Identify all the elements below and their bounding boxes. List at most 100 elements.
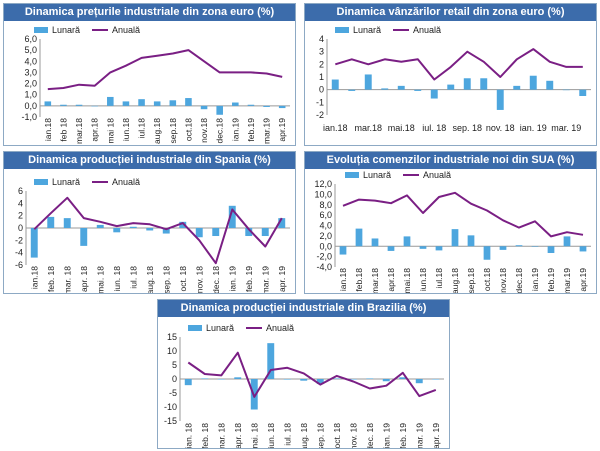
x-tick-label: ian.18: [29, 266, 39, 289]
line-anuala: [335, 48, 583, 81]
bar-lunara: [153, 101, 161, 106]
bar-lunara: [216, 105, 223, 115]
y-tick-label: 6: [18, 186, 23, 196]
bar-lunara: [217, 379, 225, 380]
y-tick-label: 2: [319, 59, 324, 69]
bar-lunara: [563, 236, 571, 247]
x-tick-label: mai.18: [388, 123, 415, 133]
x-tick-label: aug. 18: [299, 423, 309, 448]
chart-panel-eu-ppi: Dinamica prețurile industriale din zona …: [3, 3, 296, 146]
x-tick-label: feb.19: [246, 118, 256, 142]
line-anuala: [33, 196, 283, 265]
x-tick-label: feb 18: [58, 118, 68, 142]
bar-lunara: [169, 100, 177, 106]
bar-lunara: [75, 104, 83, 106]
line-anuala: [47, 49, 283, 91]
x-tick-label: mai 18: [105, 118, 115, 144]
y-tick-label: 8,0: [319, 200, 332, 210]
bar-lunara: [397, 85, 405, 90]
x-tick-label: apr. 19: [431, 423, 441, 448]
x-tick-label: apr.19: [277, 118, 287, 142]
bar-lunara: [129, 226, 137, 228]
bar-lunara: [531, 246, 539, 247]
chart-title: Dinamica producției industriale din Braz…: [158, 300, 449, 317]
x-tick-label: aug.18: [450, 268, 460, 293]
y-tick-label: 3,0: [24, 67, 37, 77]
bar-lunara: [432, 379, 440, 380]
x-tick-label: iul. 18: [128, 266, 138, 289]
bar-lunara: [212, 228, 220, 237]
y-tick-label: 4,0: [24, 56, 37, 66]
bar-lunara: [138, 99, 145, 106]
x-tick-label: ian.18: [43, 118, 53, 141]
x-tick-label: ian. 19: [381, 423, 391, 448]
y-tick-label: 0,0: [24, 101, 37, 111]
x-tick-label: ian.19: [530, 268, 540, 291]
legend-label-anuala: Anuală: [423, 170, 451, 180]
y-tick-label: 0,0: [319, 241, 332, 251]
x-tick-label: sep.18: [168, 118, 178, 144]
chart-spain-ip: 6 4 2 0 -2 -4 -6 ian.18 feb. 18 mar. 18 apr. 18 mai…: [15, 177, 290, 293]
bar-lunara: [467, 235, 475, 247]
x-tick-label: sep. 18: [161, 266, 171, 293]
x-tick-label: mai.18: [402, 268, 412, 293]
x-tick-label: nov. 18: [348, 423, 358, 448]
x-tick-label: ian.19: [230, 118, 240, 141]
x-tick-label: mar.18: [74, 118, 84, 144]
x-tick-label: oct.18: [183, 118, 193, 141]
legend-label-lunara: Lunară: [52, 177, 80, 187]
legend-swatch-lunara: [188, 325, 202, 331]
bar-lunara: [331, 79, 339, 90]
x-tick-label: iul.18: [434, 268, 444, 289]
y-tick-label: 1: [319, 72, 324, 82]
bar-lunara: [113, 228, 121, 233]
x-tick-label: feb. 18: [200, 423, 210, 448]
x-tick-label: mar.18: [370, 268, 380, 293]
legend-label-anuala: Anuală: [112, 25, 140, 35]
x-tick-label: dec.18: [514, 268, 524, 293]
x-tick-label: nov. 18: [486, 123, 515, 133]
bar-lunara: [399, 377, 407, 379]
x-tick-label: apr. 19: [277, 266, 287, 292]
bar-lunara: [546, 80, 554, 90]
bar-lunara: [381, 88, 389, 90]
y-tick-label: 12,0: [314, 179, 332, 189]
x-tick-label: oct.18: [482, 268, 492, 291]
x-tick-label: mar.18: [354, 123, 382, 133]
x-tick-label: feb. 19: [244, 266, 254, 292]
x-tick-label: feb.18: [354, 268, 364, 292]
bar-lunara: [234, 377, 242, 379]
bar-lunara: [195, 228, 203, 238]
y-tick-label: 15: [167, 332, 177, 342]
bar-lunara: [283, 379, 291, 380]
y-tick-label: -6: [15, 260, 23, 270]
legend-swatch-lunara: [34, 179, 48, 185]
x-tick-label: iun. 18: [266, 423, 276, 448]
legend-label-lunara: Lunară: [52, 25, 80, 35]
legend-swatch-lunara: [34, 27, 48, 33]
x-tick-label: mar.19: [262, 118, 272, 144]
bar-lunara: [146, 228, 154, 231]
x-tick-label: sep.18: [466, 268, 476, 293]
legend-label-lunara: Lunară: [363, 170, 391, 180]
bar-lunara: [96, 224, 104, 228]
bar-lunara: [419, 246, 427, 249]
bar-lunara: [579, 246, 587, 252]
x-tick-label: iun.18: [418, 268, 428, 291]
x-tick-label: apr. 18: [79, 266, 89, 292]
chart-panel-us-orders: Evoluția comenzilor industriale noi din …: [304, 151, 597, 294]
y-tick-label: -1,0: [21, 112, 37, 122]
x-tick-label: aug.18: [152, 118, 162, 144]
chart-panel-spain-ip: Dinamica producției industriale din Span…: [3, 151, 296, 294]
x-tick-label: nov.18: [498, 268, 508, 293]
x-tick-label: iul. 18: [282, 423, 292, 446]
y-tick-label: 6,0: [319, 210, 332, 220]
chart-title: Evoluția comenzilor industriale noi din …: [305, 152, 596, 169]
bar-lunara: [60, 104, 67, 106]
y-tick-label: 2,0: [319, 231, 332, 241]
bar-lunara: [91, 105, 98, 107]
y-tick-label: 0: [172, 374, 177, 384]
y-tick-label: -2: [316, 110, 324, 120]
bar-lunara: [263, 105, 270, 107]
bar-lunara: [483, 246, 491, 260]
